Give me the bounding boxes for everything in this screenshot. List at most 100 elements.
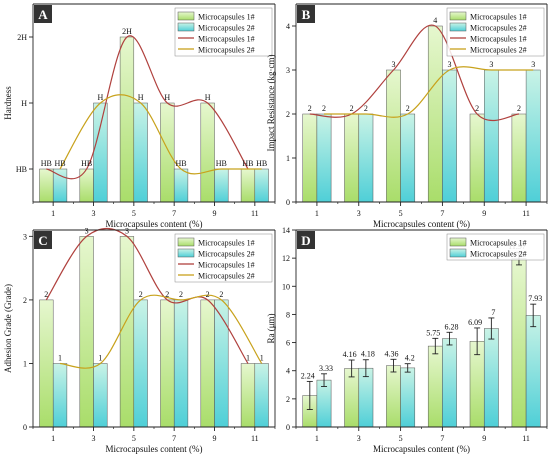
x-tick-label-11: 11 [522, 209, 530, 218]
x-tick-label-9: 9 [213, 209, 217, 218]
data-label-s1-7: 2 [165, 290, 169, 299]
panel-label-box [297, 5, 315, 23]
panel-label: C [38, 233, 47, 248]
data-label-s2-9: 3 [489, 60, 493, 69]
legend-swatch-bar-1 [449, 237, 467, 247]
y-tick-label-0: 0 [286, 423, 290, 432]
legend-swatch-bar-2 [177, 22, 195, 32]
data-label-s1-11: 2 [517, 104, 521, 113]
y-axis-title: Impact Resistance (kg·cm) [266, 55, 276, 152]
y-tick-label-1: H [21, 99, 27, 108]
y-tick-label-3: 3 [286, 66, 290, 75]
legend-entry-3: Microcapsules 1# [198, 261, 255, 270]
y-tick-label-6: 12 [282, 254, 290, 263]
bar-s2-11 [254, 363, 269, 428]
bar-s2-1 [316, 113, 332, 203]
bar-s1-9 [200, 299, 215, 428]
data-label-s1-9: 2 [206, 290, 210, 299]
bar-s1-1 [302, 113, 318, 203]
panel-label-box [34, 231, 52, 249]
x-tick-label-5: 5 [132, 209, 136, 218]
x-axis-title: Microcapsules content (%) [106, 444, 203, 454]
bar-s1-11 [511, 258, 527, 428]
panel-label: A [38, 7, 48, 22]
data-label-s2-3: H [97, 93, 103, 102]
data-label-s2-3: 2 [364, 104, 368, 113]
legend-entry-4: Microcapsules 2# [470, 46, 527, 55]
legend-entry-2: Microcapsules 2# [198, 250, 255, 259]
x-tick-label-1: 1 [51, 434, 55, 443]
data-label-s2-1: 1 [58, 353, 62, 362]
bar-s2-1 [52, 168, 68, 203]
bar-s2-3 [93, 102, 108, 203]
x-tick-label-3: 3 [357, 434, 361, 443]
y-tick-label-3: 6 [286, 339, 290, 348]
bar-s1-3 [79, 168, 94, 203]
bar-s2-7 [442, 338, 457, 428]
legend-swatch-bar-1 [449, 11, 467, 21]
curve-s2 [324, 66, 534, 118]
data-label-s1-7: 5.75 [426, 328, 440, 337]
y-tick-label-3: 3 [23, 232, 27, 241]
data-label-s2-5: 2 [139, 290, 143, 299]
bar-s1-3 [344, 113, 359, 203]
x-tick-label-1: 1 [51, 209, 55, 218]
curve-s1 [45, 227, 249, 364]
bar-s2-5 [400, 367, 416, 428]
data-label-s2-9: 7 [491, 308, 495, 317]
bar-s1-5 [386, 365, 401, 428]
bar-s1-5 [119, 236, 135, 428]
data-label-s1-3: 4.16 [343, 350, 357, 359]
data-label-s1-7: H [164, 93, 170, 102]
data-label-s1-5: 3 [391, 60, 395, 69]
y-tick-label-4: 8 [286, 310, 290, 319]
bar-s1-5 [119, 36, 135, 203]
x-tick-label-9: 9 [482, 209, 486, 218]
bar-s2-5 [400, 113, 416, 203]
y-tick-label-1: 1 [286, 154, 290, 163]
x-tick-label-9: 9 [482, 434, 486, 443]
x-axis-title: Microcapsules content (%) [106, 219, 203, 229]
bar-s1-1 [39, 168, 54, 203]
x-tick-label-11: 11 [522, 434, 530, 443]
data-label-s1-3: 2 [350, 104, 354, 113]
x-tick-label-7: 7 [172, 434, 176, 443]
data-label-s2-7: HB [175, 159, 186, 168]
data-label-s2-11: 7.93 [528, 294, 542, 303]
y-tick-label-2: 2 [286, 110, 290, 119]
data-label-s2-5: 4.2 [405, 354, 415, 363]
bar-s1-9 [200, 102, 215, 203]
x-tick-label-5: 5 [399, 434, 403, 443]
y-tick-label-0: 0 [286, 198, 290, 207]
data-label-s1-1: HB [41, 159, 52, 168]
curve-s2 [59, 294, 263, 369]
bar-s2-3 [358, 113, 374, 203]
y-axis-title: Ra (μm) [266, 313, 276, 343]
legend-swatch-bar-1 [177, 11, 195, 21]
bar-s1-1 [39, 299, 54, 428]
data-label-s1-11: HB [242, 159, 253, 168]
data-label-s1-9: H [205, 93, 211, 102]
y-tick-label-2: 2H [17, 33, 27, 42]
x-tick-label-1: 1 [315, 209, 319, 218]
bar-s2-9 [484, 69, 499, 203]
data-label-s1-9: 6.09 [468, 318, 482, 327]
x-axis-title: Microcapsules content (%) [373, 444, 470, 454]
x-tick-label-11: 11 [251, 434, 259, 443]
data-label-s2-5: H [138, 93, 144, 102]
data-label-s1-1: 2 [44, 290, 48, 299]
bar-s2-3 [93, 363, 108, 428]
x-tick-label-3: 3 [92, 434, 96, 443]
y-tick-label-7: 14 [282, 226, 290, 235]
legend-entry-4: Microcapsules 2# [198, 46, 255, 55]
y-tick-label-2: 4 [286, 367, 290, 376]
data-label-s2-3: 4.18 [361, 350, 375, 359]
data-label-s2-11: 3 [531, 60, 535, 69]
legend-entry-1: Microcapsules 1# [470, 239, 527, 248]
bar-s1-11 [240, 363, 256, 428]
x-axis-title: Microcapsules content (%) [373, 219, 470, 229]
data-label-s2-1: HB [54, 159, 65, 168]
bar-s2-9 [214, 299, 229, 428]
x-tick-label-11: 11 [251, 209, 259, 218]
